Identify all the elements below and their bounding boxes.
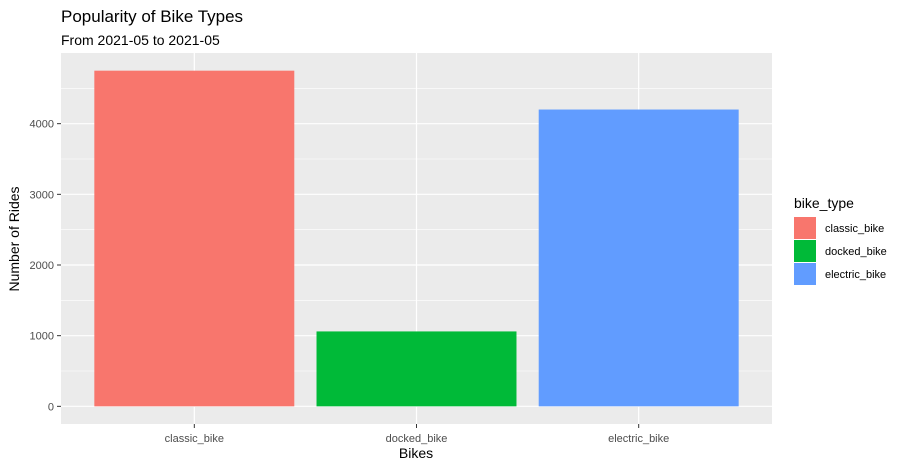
y-tick-label: 4000 (30, 119, 54, 131)
chart-subtitle: From 2021-05 to 2021-05 (61, 32, 220, 48)
bars (94, 70, 739, 407)
y-axis-title: Number of Rides (6, 186, 22, 291)
bar-docked_bike (316, 331, 517, 407)
bar-classic_bike (94, 70, 295, 407)
x-axis-ticks: classic_bike docked_bike electric_bike (165, 424, 669, 445)
bar-electric_bike (538, 109, 739, 407)
y-axis-ticks: 0 1000 2000 3000 4000 (30, 119, 61, 413)
x-axis-title: Bikes (399, 445, 433, 461)
y-tick-label: 3000 (30, 189, 54, 201)
y-tick-label: 2000 (30, 260, 54, 272)
y-tick-label: 1000 (30, 331, 54, 343)
legend-key-classic_bike (794, 217, 816, 239)
legend-label-classic_bike: classic_bike (825, 223, 884, 235)
legend-label-electric_bike: electric_bike (825, 269, 886, 281)
chart-title: Popularity of Bike Types (61, 7, 243, 26)
y-tick-label: 0 (48, 401, 54, 413)
legend-key-electric_bike (794, 263, 816, 285)
x-tick-label: electric_bike (608, 433, 669, 445)
x-tick-label: docked_bike (386, 433, 448, 445)
legend-label-docked_bike: docked_bike (825, 246, 887, 258)
legend-title: bike_type (794, 195, 854, 211)
legend: bike_type classic_bike docked_bikeelectri… (794, 195, 887, 285)
legend-key-docked_bike (794, 240, 816, 262)
x-tick-label: classic_bike (165, 433, 224, 445)
